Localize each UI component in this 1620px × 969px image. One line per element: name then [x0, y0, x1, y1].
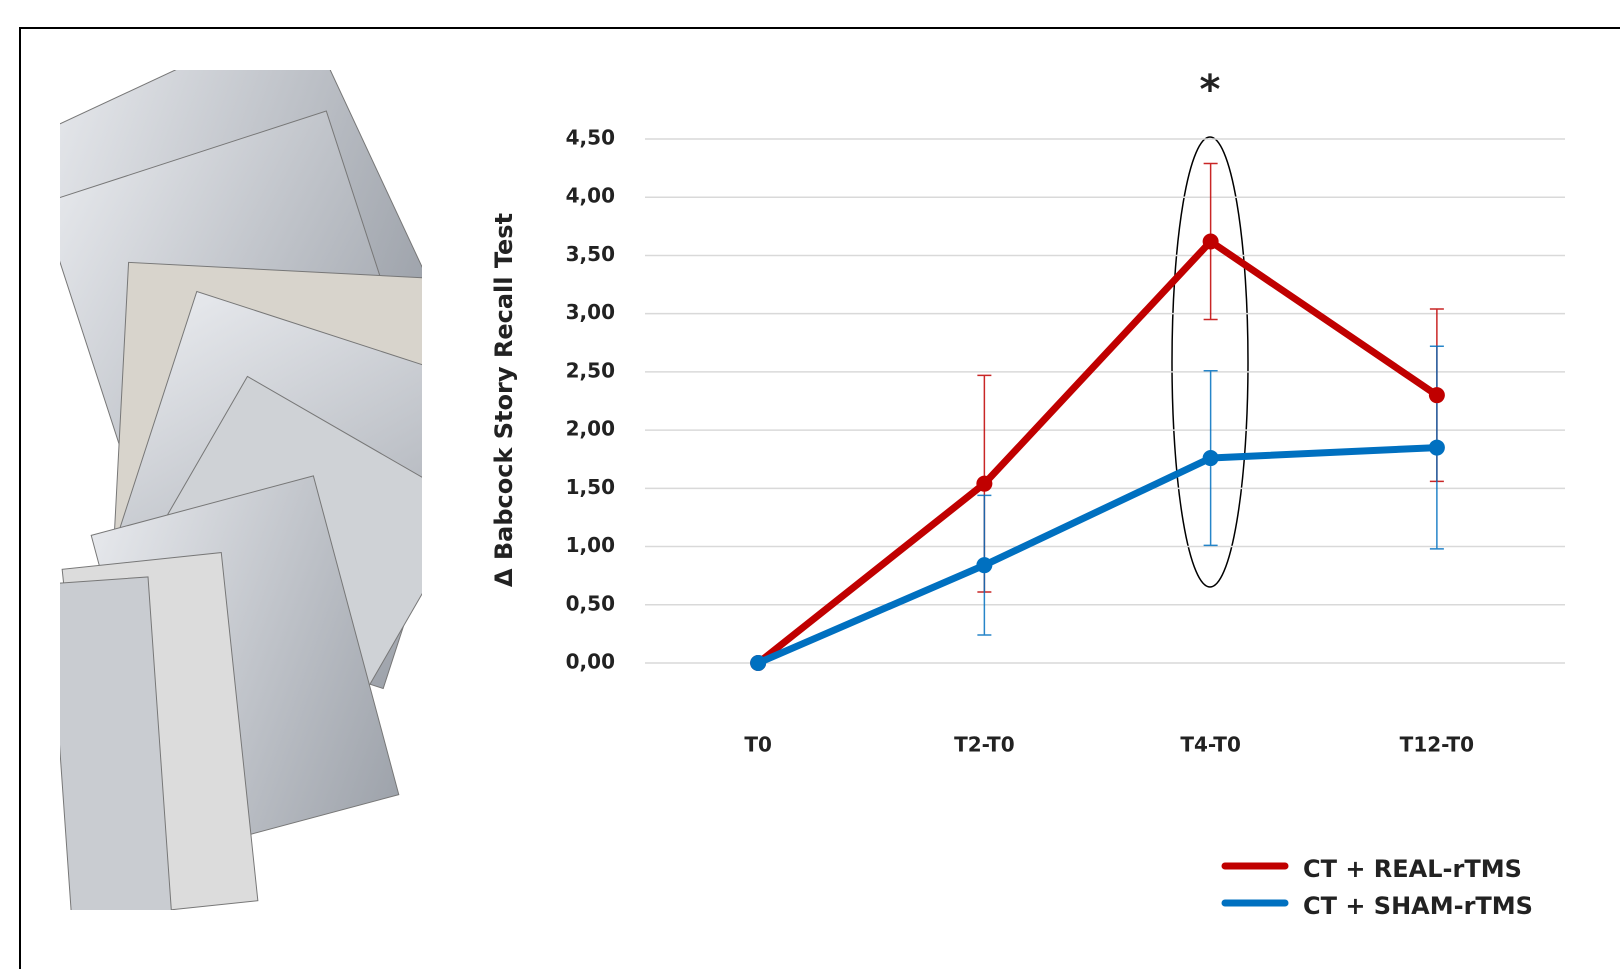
- data-point: [750, 655, 766, 671]
- x-tick-label: T12-T0: [1400, 733, 1474, 757]
- y-tick-label: 1,50: [566, 475, 615, 499]
- y-tick-label: 0,50: [566, 591, 615, 615]
- y-tick-label: 3,50: [566, 242, 615, 266]
- data-point: [1429, 440, 1445, 456]
- page: Δ Babcock Story Recall Test * 0,00 0,50 1,…: [0, 0, 1620, 969]
- y-axis-title: Δ Babcock Story Recall Test: [490, 213, 518, 587]
- significance-annotation: *: [1200, 67, 1221, 113]
- y-tick-label: 2,00: [566, 417, 615, 441]
- chart: Δ Babcock Story Recall Test * 0,00 0,50 1,…: [0, 0, 1620, 969]
- data-point: [1429, 387, 1445, 403]
- legend-label: CT + REAL-rTMS: [1303, 855, 1522, 883]
- x-tick-label: T2-T0: [954, 733, 1014, 757]
- data-point: [1203, 233, 1219, 249]
- y-tick-label: 3,00: [566, 300, 615, 324]
- y-tick-label: 4,00: [566, 184, 615, 208]
- newspaper-photo: [31, 11, 482, 923]
- y-tick-label: 4,50: [566, 126, 615, 150]
- x-tick-label: T0: [744, 733, 772, 757]
- data-point: [1203, 450, 1219, 466]
- y-tick-label: 1,00: [566, 533, 615, 557]
- y-tick-label: 2,50: [566, 358, 615, 382]
- data-point: [976, 557, 992, 573]
- legend-label: CT + SHAM-rTMS: [1303, 892, 1533, 920]
- data-point: [976, 476, 992, 492]
- y-tick-label: 0,00: [566, 650, 615, 674]
- x-tick-label: T4-T0: [1180, 733, 1240, 757]
